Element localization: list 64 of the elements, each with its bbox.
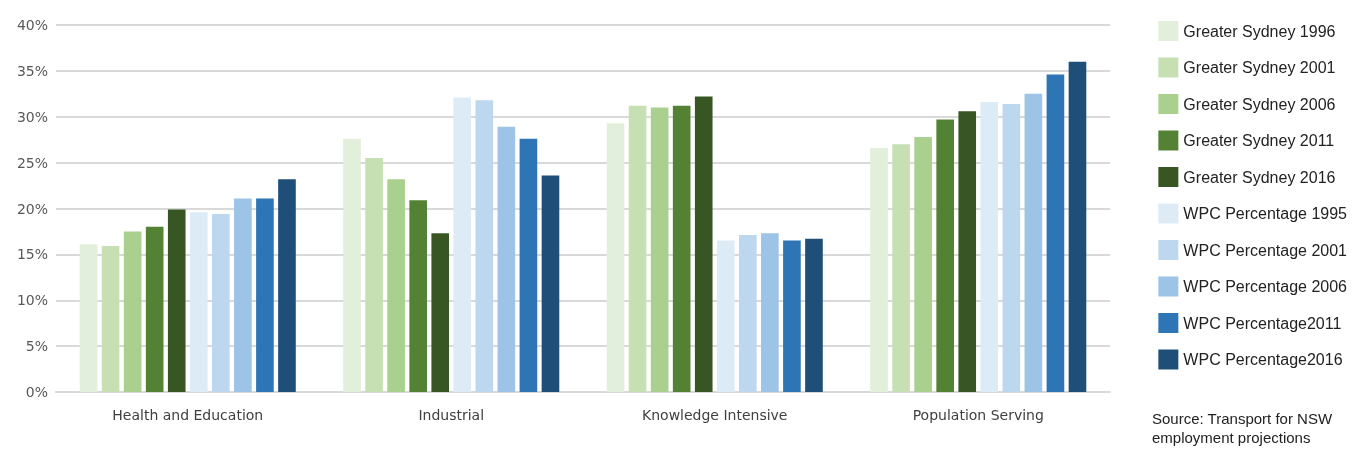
bar [409,200,427,392]
y-tick-label: 15% [16,246,48,263]
bar [365,158,383,392]
bar [123,231,142,392]
legend-label: Greater Sydney 2011 [1183,132,1335,149]
legend-label: Greater Sydney 1996 [1183,22,1336,40]
y-tick-label: 5% [25,338,48,355]
legend-label: WPC Percentage 1995 [1183,205,1348,222]
x-tick-label: Industrial [418,407,485,423]
bar [167,209,186,392]
y-tick-label: 30% [16,108,48,125]
bar [145,226,164,392]
bar [453,97,472,392]
legend-label: Greater Sydney 2016 [1183,168,1336,186]
bar [805,238,823,392]
bar [1002,103,1021,392]
bar [980,102,999,392]
y-tick-label: 20% [16,200,48,217]
legend-label: WPC Percentage2016 [1183,351,1343,368]
bar [761,233,779,392]
bar [936,119,954,392]
bar [1068,61,1087,392]
bar [1046,74,1065,392]
y-tick-label: 25% [16,154,48,171]
bar [716,240,735,392]
bar [387,179,405,392]
legend-label: WPC Percentage 2006 [1183,278,1348,295]
bar [914,136,932,392]
y-tick-label: 35% [16,62,48,79]
bar [958,111,977,392]
bar [892,144,910,392]
legend-label: Greater Sydney 2001 [1183,59,1336,76]
bar [101,246,120,392]
bar [79,244,98,392]
bar [343,138,361,392]
bar [234,198,252,392]
bar [212,214,230,392]
x-tick-label: Population Serving [912,407,1044,423]
bar [628,105,647,392]
bar [519,138,538,392]
bar [694,96,713,392]
legend-label: Greater Sydney 2006 [1183,95,1336,113]
bar [541,175,560,392]
bar [783,240,801,392]
x-tick-label: Health and Education [112,407,264,423]
y-tick-label: 40% [16,17,48,33]
bar [431,233,450,392]
bar [739,235,757,392]
bar [606,123,625,392]
bar [256,198,274,392]
legend-label: WPC Percentage 2001 [1183,241,1348,259]
bar [870,147,888,392]
y-tick-label: 0% [25,384,48,400]
bar [672,105,691,392]
bar [1024,93,1043,392]
bar [278,179,296,392]
bar [189,212,208,392]
bar [497,126,516,392]
bar [650,107,669,392]
source-note: Source: Transport for NSW employment projections [1152,410,1337,446]
y-tick-label: 10% [16,292,48,309]
bar [475,100,494,392]
legend-label: WPC Percentage2011 [1183,314,1342,332]
x-tick-label: Knowledge Intensive [642,407,788,423]
